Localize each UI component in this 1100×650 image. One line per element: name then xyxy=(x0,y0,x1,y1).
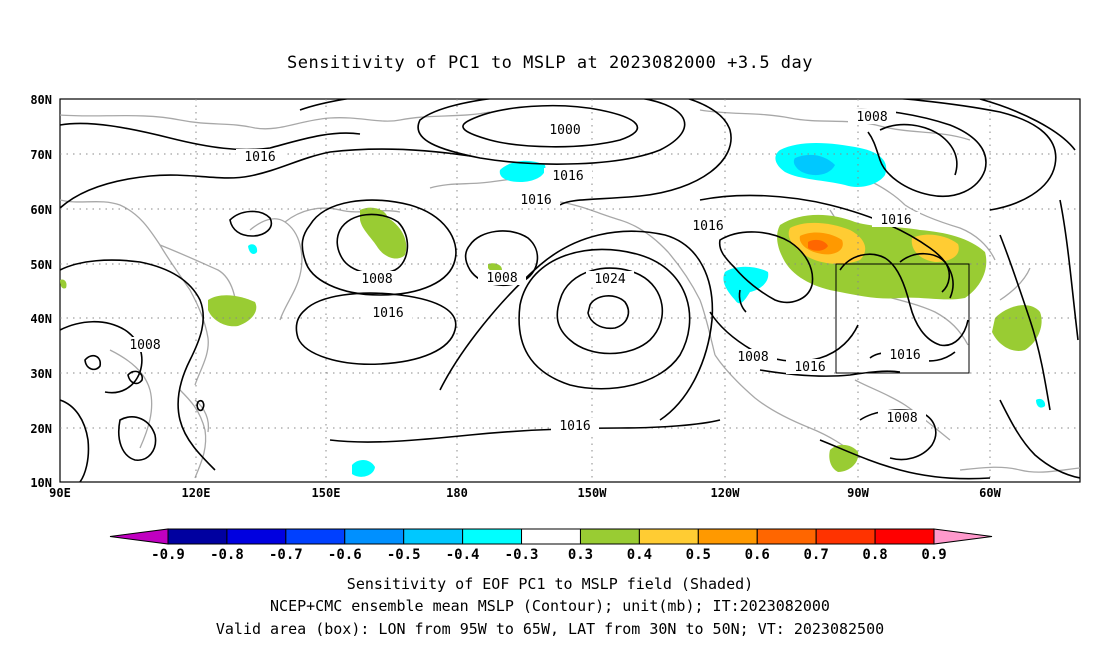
contour-label: 1016 xyxy=(236,149,284,165)
lon-label: 60W xyxy=(979,486,1001,500)
lon-label: 120W xyxy=(711,486,741,500)
contour-labels: 1000 1008 1016 1016 1016 1016 1016 1008 … xyxy=(121,109,929,434)
svg-text:1008: 1008 xyxy=(856,110,887,125)
svg-text:1008: 1008 xyxy=(886,411,917,426)
mslp-contours xyxy=(60,99,1080,482)
contour-label: 1008 xyxy=(121,337,169,353)
colorbar-segment xyxy=(344,528,405,545)
lat-label: 70N xyxy=(30,148,52,162)
svg-text:1016: 1016 xyxy=(889,348,920,363)
contour-label: 1016 xyxy=(872,212,920,228)
colorbar-tick-label: -0.6 xyxy=(328,547,362,563)
contour-label: 1016 xyxy=(881,347,929,363)
figure-title: Sensitivity of PC1 to MSLP at 2023082000… xyxy=(287,53,813,73)
colorbar-tick-label: -0.8 xyxy=(210,547,244,563)
contour-label: 1008 xyxy=(848,109,896,125)
figure-caption: Sensitivity of EOF PC1 to MSLP field (Sh… xyxy=(216,575,884,638)
colorbar-tick-label: 0.4 xyxy=(627,547,652,563)
lat-label: 80N xyxy=(30,93,52,107)
colorbar-tick-label: -0.4 xyxy=(446,547,480,563)
colorbar-segment xyxy=(638,528,699,545)
contour-label: 1016 xyxy=(786,359,834,375)
colorbar-segment xyxy=(167,528,228,545)
colorbar-segment xyxy=(579,528,640,545)
longitude-labels: 90E 120E 150E 180 150W 120W 90W 60W xyxy=(49,486,1001,500)
lat-label: 40N xyxy=(30,312,52,326)
colorbar-arrow-high xyxy=(933,528,993,545)
lat-label: 30N xyxy=(30,367,52,381)
contour-label: 1016 xyxy=(364,305,412,321)
colorbar-tick-label: 0.8 xyxy=(862,547,887,563)
lon-label: 180 xyxy=(446,486,468,500)
lon-label: 150E xyxy=(312,486,341,500)
latitude-labels: 80N 70N 60N 50N 40N 30N 20N 10N xyxy=(30,93,52,490)
colorbar-segment xyxy=(521,528,581,545)
colorbar-tick-label: -0.9 xyxy=(151,547,185,563)
contour-label: 1008 xyxy=(878,410,926,426)
lon-label: 120E xyxy=(182,486,211,500)
colorbar-tick-label: 0.7 xyxy=(804,547,829,563)
colorbar-segment xyxy=(697,528,758,545)
contour-label: 1016 xyxy=(512,192,560,208)
svg-text:1016: 1016 xyxy=(372,306,403,321)
svg-text:1000: 1000 xyxy=(549,123,580,138)
caption-line: Sensitivity of EOF PC1 to MSLP field (Sh… xyxy=(347,575,753,593)
colorbar-segment xyxy=(756,528,817,545)
colorbar-segment xyxy=(285,528,346,545)
colorbar: -0.9 -0.8 -0.7 -0.6 -0.5 -0.4 -0.3 0.3 0.4 0.5 0.6… xyxy=(109,528,993,563)
svg-text:1024: 1024 xyxy=(594,272,625,287)
svg-text:1008: 1008 xyxy=(486,271,517,286)
contour-label: 1016 xyxy=(544,168,592,184)
contour-label: 1016 xyxy=(684,218,732,234)
colorbar-tick-label: 0.5 xyxy=(686,547,711,563)
svg-text:1008: 1008 xyxy=(129,338,160,353)
contour-label: 1024 xyxy=(586,271,634,287)
colorbar-segment xyxy=(462,528,523,545)
svg-text:1016: 1016 xyxy=(520,193,551,208)
map-panel: 1000 1008 1016 1016 1016 1016 1016 1008 … xyxy=(30,93,1081,500)
lat-label: 20N xyxy=(30,422,52,436)
contour-label: 1016 xyxy=(551,418,599,434)
svg-text:1008: 1008 xyxy=(737,350,768,365)
contour-label: 1000 xyxy=(541,122,589,138)
lon-label: 150W xyxy=(578,486,608,500)
valid-area-box xyxy=(835,263,970,374)
lat-label: 50N xyxy=(30,258,52,272)
colorbar-segment xyxy=(874,528,935,545)
svg-text:1016: 1016 xyxy=(794,360,825,375)
colorbar-tick-label: -0.3 xyxy=(505,547,539,563)
lat-label: 60N xyxy=(30,203,52,217)
colorbar-segment xyxy=(403,528,464,545)
svg-text:1008: 1008 xyxy=(361,272,392,287)
svg-text:1016: 1016 xyxy=(880,213,911,228)
lon-label: 90E xyxy=(49,486,71,500)
svg-text:1016: 1016 xyxy=(552,169,583,184)
contour-label: 1008 xyxy=(729,349,777,365)
colorbar-tick-label: 0.9 xyxy=(921,547,946,563)
caption-line: NCEP+CMC ensemble mean MSLP (Contour); u… xyxy=(270,597,830,615)
lon-label: 90W xyxy=(847,486,869,500)
contour-label: 1008 xyxy=(478,270,526,286)
caption-line: Valid area (box): LON from 95W to 65W, L… xyxy=(216,620,884,638)
colorbar-tick-label: -0.5 xyxy=(387,547,421,563)
contour-label: 1008 xyxy=(353,271,401,287)
colorbar-tick-label: 0.6 xyxy=(745,547,770,563)
svg-text:1016: 1016 xyxy=(244,150,275,165)
lat-label: 10N xyxy=(30,476,52,490)
colorbar-arrow-low xyxy=(109,528,169,545)
colorbar-tick-label: -0.7 xyxy=(269,547,303,563)
svg-text:1016: 1016 xyxy=(692,219,723,234)
colorbar-tick-label: 0.3 xyxy=(568,547,593,563)
svg-text:1016: 1016 xyxy=(559,419,590,434)
colorbar-segment xyxy=(226,528,287,545)
colorbar-segment xyxy=(815,528,876,545)
